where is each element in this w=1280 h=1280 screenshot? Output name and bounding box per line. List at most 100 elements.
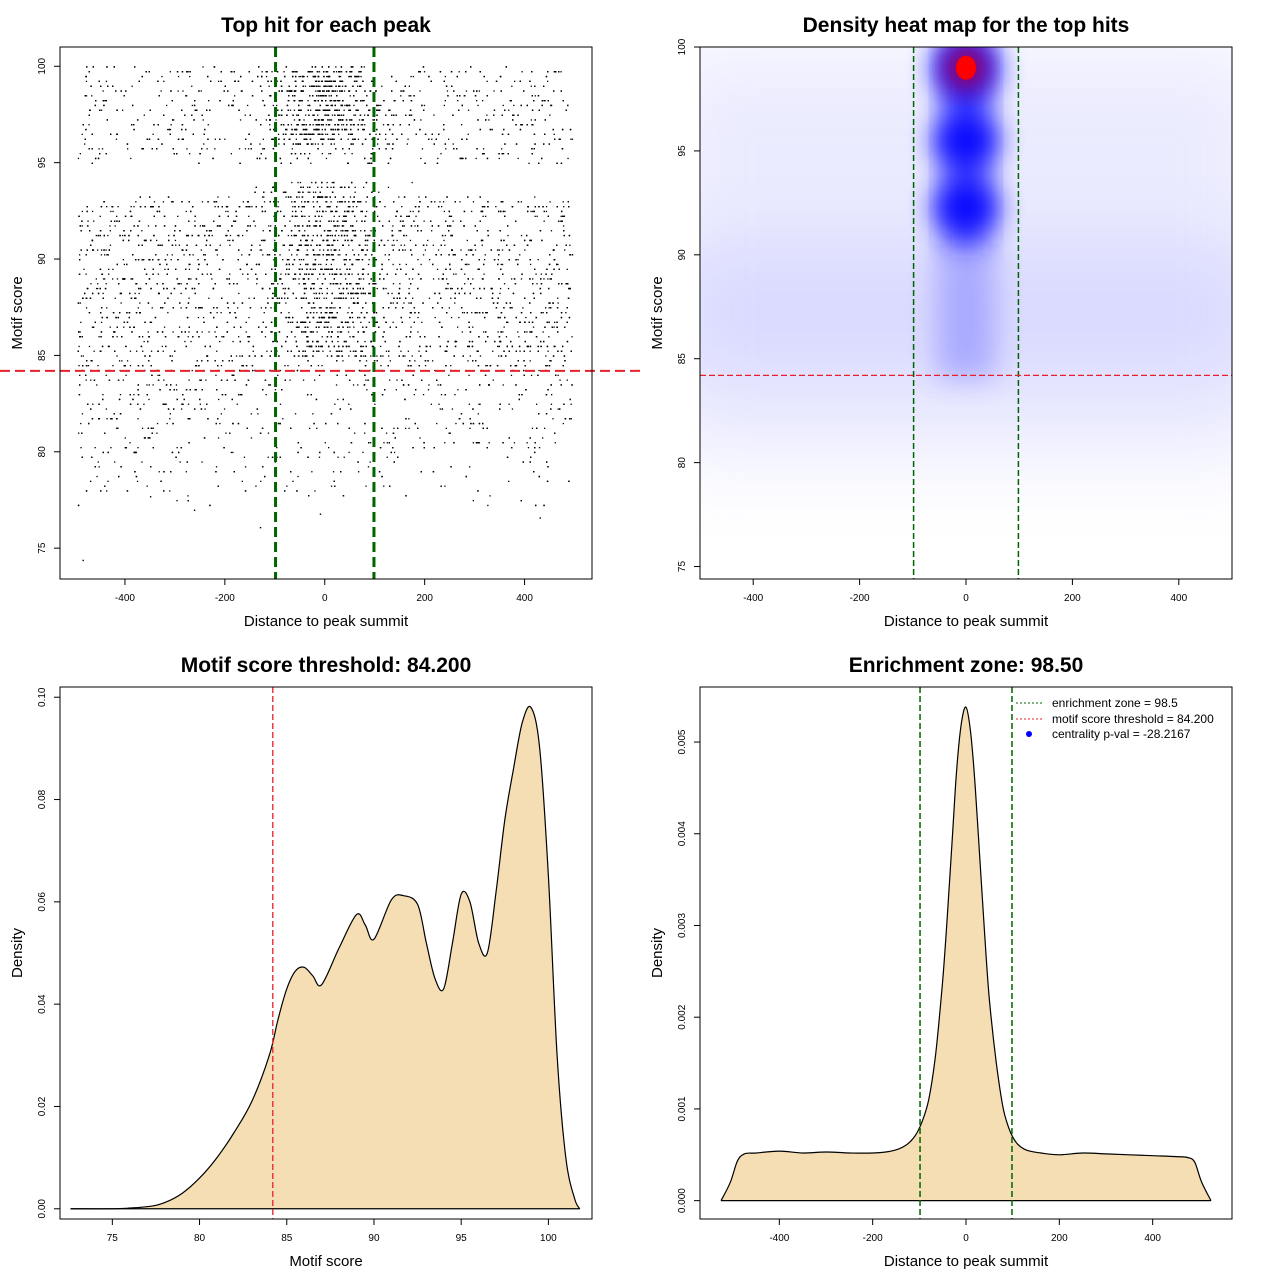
scatter-point [99,215,101,217]
scatter-point [405,263,407,266]
scatter-point [483,331,485,333]
scatter-point [112,365,114,367]
scatter-point [566,268,568,270]
scatter-point [219,422,221,425]
scatter-point [557,374,559,376]
scatter-point [122,379,124,381]
scatter-point [394,100,396,102]
scatter-point [543,210,545,213]
scatter-point [156,239,158,242]
scatter-point [245,331,247,333]
scatter-point [355,259,357,261]
scatter-point [310,162,312,164]
scatter-point [472,500,474,502]
scatter-point [507,234,509,237]
scatter-point [331,100,333,102]
scatter-point [314,490,316,492]
scatter-point [517,157,519,160]
scatter-point [109,225,111,227]
scatter-points [77,66,574,562]
panel-scatter: Top hit for each peak Distance to peak su… [0,0,640,640]
scatter-point [285,302,287,304]
scatter-point [229,234,232,237]
scatter-point [197,316,200,319]
scatter-point [486,80,488,82]
scatter-point [529,263,532,266]
scatter-point [372,119,374,121]
scatter-point [180,292,182,295]
scatter-point [385,432,388,434]
scatter-point [474,249,477,251]
scatter-point [540,273,542,275]
scatter-point [329,234,331,237]
scatter-point [81,210,83,213]
scatter-point [80,321,82,323]
scatter-point [444,442,446,444]
scatter-point [276,104,278,107]
scatter-point [160,90,162,92]
scatter-point [472,278,474,280]
scatter-point [448,138,450,140]
scatter-point [481,244,483,246]
scatter-point [299,263,302,266]
scatter-point [520,234,523,237]
scatter-point [303,119,305,121]
scatter-point [356,206,358,208]
scatter-point [468,263,470,266]
scatter-point [241,254,243,256]
scatter-point [291,181,293,184]
scatter-point [201,201,204,203]
scatter-point [528,162,530,164]
scatter-point [263,196,265,198]
scatter-point [199,379,201,381]
scatter-point [104,278,106,280]
scatter-point [547,278,549,280]
scatter-point [313,100,316,102]
scatter-point [146,384,148,386]
scatter-point [247,148,250,150]
scatter-point [348,355,350,357]
scatter-point [401,90,403,92]
scatter-point [318,263,320,266]
scatter-point [358,259,360,261]
scatter-point [360,321,362,323]
scatter-point [229,273,231,275]
scatter-point [283,71,285,73]
scatter-point [563,206,565,208]
scatter-point [260,239,263,242]
scatter-point [324,95,326,97]
scatter-point [169,413,171,415]
scatter-point [408,287,410,290]
scatter-point [343,456,345,458]
scatter-point [313,292,315,295]
scatter-point [334,283,336,285]
scatter-point [365,379,367,381]
scatter-point [312,413,314,415]
scatter-point [471,312,473,314]
scatter-point [287,234,289,237]
scatter-point [318,374,321,376]
scatter-point [377,104,379,107]
scatter-point [337,297,339,299]
scatter-point [448,307,450,309]
scatter-point [360,210,362,213]
scatter-point [395,389,397,391]
scatter-point [559,379,561,381]
scatter-point [200,249,202,251]
scatter-point [109,326,111,328]
scatter-point [110,210,112,213]
scatter-point [156,422,159,425]
scatter-point [431,230,433,232]
scatter-point [421,321,423,323]
scatter-point [370,230,372,232]
scatter-point [317,143,319,145]
scatter-point [177,215,179,217]
scatter-point [408,302,410,304]
scatter-point [396,268,398,270]
scatter-point [376,355,378,357]
scatter-point [197,259,199,261]
scatter-point [272,340,274,343]
scatter-point [188,379,190,381]
scatter-point [419,90,421,92]
scatter-point [298,355,300,357]
